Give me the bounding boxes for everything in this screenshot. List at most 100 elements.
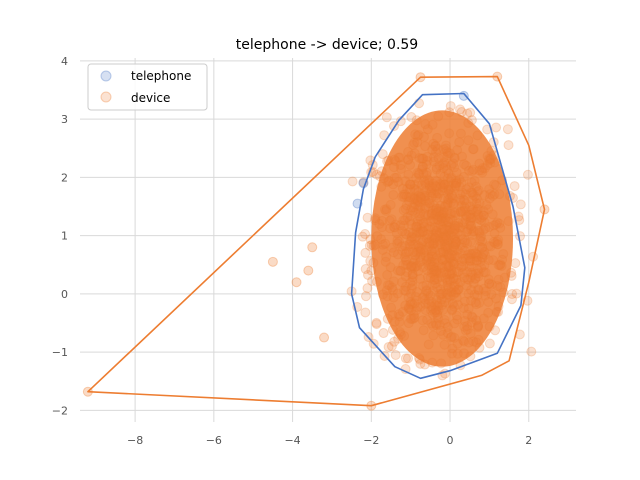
scatter-point-device (400, 281, 411, 292)
scatter-point-device (473, 321, 484, 332)
scatter-point-device (465, 220, 476, 231)
scatter-point-device (440, 243, 451, 254)
scatter-point-device (490, 325, 501, 336)
scatter-point-device (459, 296, 470, 307)
scatter-point-device (385, 223, 396, 234)
scatter-point-device (431, 203, 442, 214)
scatter-point-device (439, 182, 450, 193)
scatter-point-device (485, 154, 496, 165)
scatter-point-device (443, 189, 454, 200)
scatter-point-device (417, 292, 428, 303)
scatter-point-device (423, 298, 434, 309)
scatter-point-device (511, 288, 522, 299)
scatter-point-device (410, 239, 421, 250)
scatter-point-device (426, 245, 437, 256)
scatter-point-device (434, 319, 445, 330)
scatter-point-device (431, 267, 442, 278)
scatter-point-device (405, 236, 416, 247)
scatter-point-device (434, 219, 445, 230)
scatter-point-device (465, 295, 476, 306)
scatter-point-device (459, 336, 470, 347)
scatter-point-device (421, 159, 432, 170)
scatter-point-device (408, 239, 419, 250)
scatter-point-device (400, 300, 411, 311)
scatter-point-device (438, 244, 449, 255)
scatter-point-device (463, 288, 474, 299)
scatter-point-device (435, 212, 446, 223)
scatter-point-device (390, 156, 401, 167)
scatter-point-device (446, 208, 457, 219)
scatter-point-device (416, 153, 427, 164)
scatter-point-device (425, 216, 436, 227)
scatter-point-device (417, 164, 428, 175)
scatter-point-device (397, 277, 408, 288)
scatter-point-device (484, 278, 495, 289)
scatter-point-device (468, 246, 479, 257)
scatter-point-device (510, 258, 521, 269)
scatter-point-device (449, 182, 460, 193)
scatter-point-device (421, 256, 432, 267)
scatter-point-device (403, 155, 414, 166)
scatter-point-device (410, 129, 421, 140)
scatter-point-device (444, 128, 455, 139)
scatter-point-device (405, 159, 416, 170)
scatter-point-device (428, 156, 439, 167)
scatter-point-device (408, 313, 419, 324)
scatter-point-device (422, 155, 433, 166)
scatter-point-device (434, 235, 445, 246)
scatter-point-device (424, 180, 435, 191)
scatter-point-device (421, 280, 432, 291)
scatter-point-device (465, 351, 476, 362)
scatter-point-device (414, 197, 425, 208)
scatter-point-device (423, 210, 434, 221)
scatter-point-device (399, 191, 410, 202)
scatter-point-device (433, 203, 444, 214)
scatter-point-device (469, 289, 480, 300)
scatter-point-device (428, 152, 439, 163)
scatter-point-device (413, 129, 424, 140)
scatter-point-device (443, 262, 454, 273)
scatter-point-device (484, 155, 495, 166)
scatter-point-device (474, 225, 485, 236)
scatter-point-device (419, 290, 430, 301)
scatter-point-device (423, 251, 434, 262)
scatter-point-device (448, 260, 459, 271)
scatter-point-device (465, 255, 476, 266)
scatter-point-device (471, 193, 482, 204)
scatter-point-device (435, 247, 446, 258)
scatter-point-device (443, 194, 454, 205)
scatter-point-device (435, 284, 446, 295)
scatter-point-device (400, 353, 411, 364)
scatter-point-device (431, 203, 442, 214)
scatter-point-device (431, 205, 442, 216)
scatter-point-device (440, 231, 451, 242)
scatter-point-device (428, 238, 439, 249)
scatter-point-device (468, 190, 479, 201)
legend-box (87, 63, 208, 111)
scatter-point-device (417, 153, 428, 164)
scatter-point-device (412, 137, 423, 148)
scatter-point-device (450, 236, 461, 247)
scatter-point-device (444, 222, 455, 233)
scatter-point-device (450, 178, 461, 189)
scatter-point-device (453, 284, 464, 295)
scatter-point-device (429, 210, 440, 221)
scatter-point-device (440, 160, 451, 171)
scatter-point-device (472, 204, 483, 215)
scatter-point-device (400, 203, 411, 214)
scatter-point-device (411, 172, 422, 183)
scatter-point-device (432, 206, 443, 217)
scatter-point-device (460, 253, 471, 264)
scatter-point-device (450, 180, 461, 191)
scatter-point-device (415, 273, 426, 284)
scatter-point-device (473, 271, 484, 282)
scatter-point-device (406, 202, 417, 213)
y-tick-label: 2 (61, 171, 68, 184)
scatter-point-device (471, 299, 482, 310)
scatter-point-device (399, 240, 410, 251)
scatter-point-device (445, 101, 456, 112)
scatter-point-device (422, 272, 433, 283)
scatter-point-device (442, 243, 453, 254)
scatter-point-device (421, 170, 432, 181)
scatter-point-device (417, 245, 428, 256)
